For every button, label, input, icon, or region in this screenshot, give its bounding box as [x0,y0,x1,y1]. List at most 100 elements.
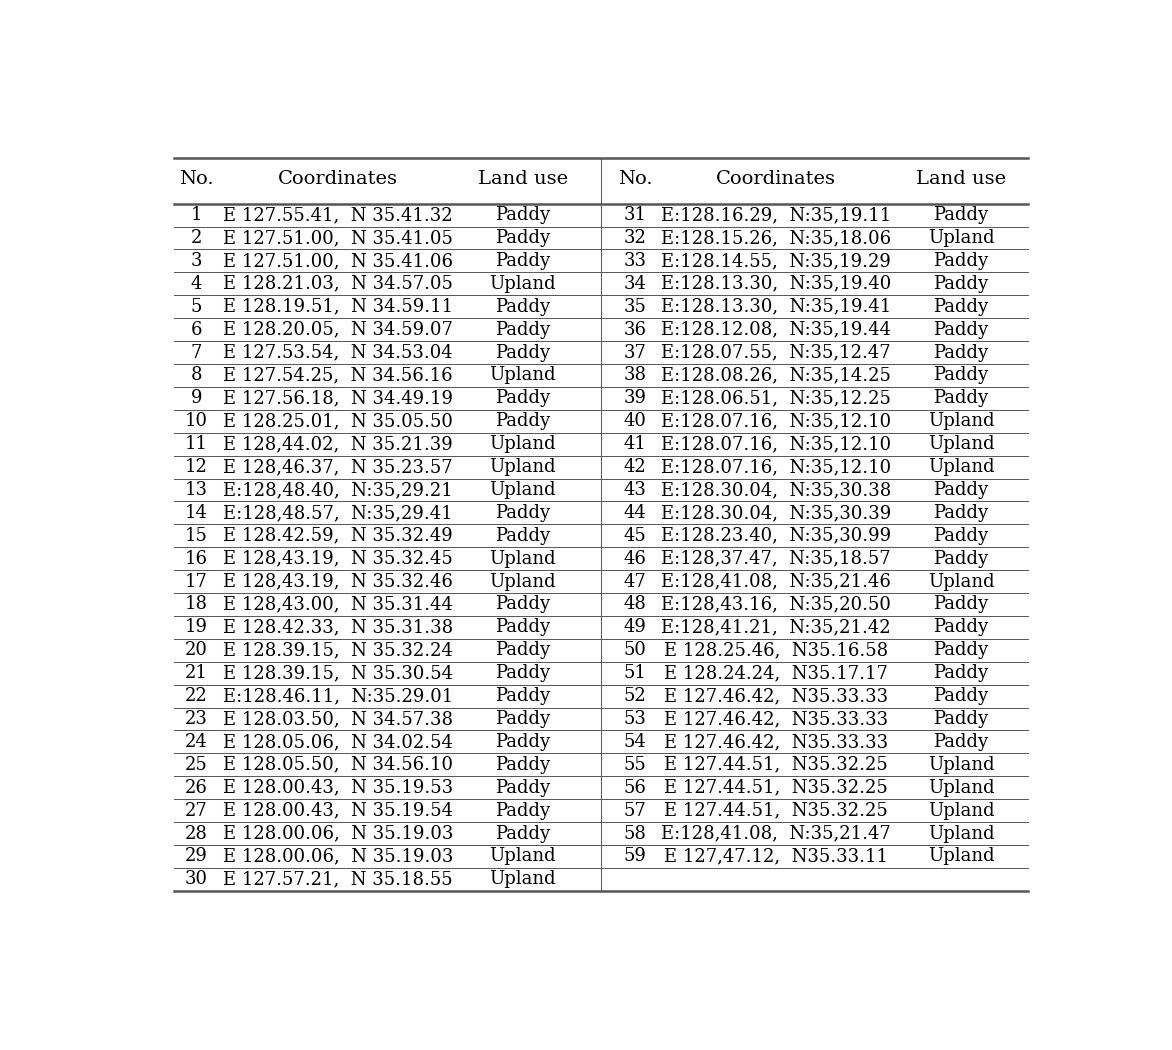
Text: Paddy: Paddy [496,413,551,430]
Text: E 128,44.02,  N 35.21.39: E 128,44.02, N 35.21.39 [223,435,452,454]
Text: 24: 24 [185,733,207,751]
Text: 44: 44 [624,504,646,522]
Text: Paddy: Paddy [934,390,989,407]
Text: E 128.00.43,  N 35.19.53: E 128.00.43, N 35.19.53 [223,779,452,797]
Text: 30: 30 [185,870,209,888]
Text: 54: 54 [624,733,646,751]
Text: E:128.13.30,  N:35,19.40: E:128.13.30, N:35,19.40 [661,275,891,293]
Text: E:128.30.04,  N:35,30.38: E:128.30.04, N:35,30.38 [661,481,891,499]
Text: E 128.21.03,  N 34.57.05: E 128.21.03, N 34.57.05 [223,275,452,293]
Text: E 127.46.42,  N35.33.33: E 127.46.42, N35.33.33 [665,733,888,751]
Text: 34: 34 [624,275,646,293]
Text: Paddy: Paddy [496,595,551,613]
Text: E 127.44.51,  N35.32.25: E 127.44.51, N35.32.25 [665,779,888,797]
Text: Paddy: Paddy [934,366,989,384]
Text: 58: 58 [624,824,646,842]
Text: Coordinates: Coordinates [716,170,836,188]
Text: 14: 14 [185,504,209,522]
Text: E 128,43.19,  N 35.32.46: E 128,43.19, N 35.32.46 [223,572,452,590]
Text: E:128.06.51,  N:35,12.25: E:128.06.51, N:35,12.25 [661,390,891,407]
Text: 15: 15 [185,527,209,545]
Text: Upland: Upland [928,801,994,820]
Text: Paddy: Paddy [496,687,551,706]
Text: 18: 18 [185,595,209,613]
Text: Paddy: Paddy [934,733,989,751]
Text: 57: 57 [624,801,646,820]
Text: E:128,48.40,  N:35,29.21: E:128,48.40, N:35,29.21 [223,481,452,499]
Text: Paddy: Paddy [496,642,551,659]
Text: Upland: Upland [928,847,994,865]
Text: Paddy: Paddy [496,252,551,270]
Text: Paddy: Paddy [496,527,551,545]
Text: 19: 19 [185,618,209,636]
Text: 13: 13 [185,481,209,499]
Text: 37: 37 [624,343,646,361]
Text: 3: 3 [191,252,203,270]
Text: Paddy: Paddy [496,733,551,751]
Text: 16: 16 [185,550,209,568]
Text: E 127.56.18,  N 34.49.19: E 127.56.18, N 34.49.19 [223,390,452,407]
Text: Paddy: Paddy [934,504,989,522]
Text: E 128.05.50,  N 34.56.10: E 128.05.50, N 34.56.10 [223,756,452,774]
Text: 59: 59 [624,847,646,865]
Text: 2: 2 [191,229,203,247]
Text: Paddy: Paddy [496,824,551,842]
Text: Paddy: Paddy [934,343,989,361]
Text: E 128.20.05,  N 34.59.07: E 128.20.05, N 34.59.07 [223,320,452,338]
Text: E:128,43.16,  N:35,20.50: E:128,43.16, N:35,20.50 [661,595,891,613]
Text: Paddy: Paddy [934,642,989,659]
Text: Paddy: Paddy [934,320,989,338]
Text: 21: 21 [185,665,209,682]
Text: Upland: Upland [928,458,994,476]
Text: 51: 51 [624,665,646,682]
Text: Upland: Upland [490,275,557,293]
Text: Paddy: Paddy [496,206,551,224]
Text: Paddy: Paddy [934,710,989,728]
Text: E:128.46.11,  N:35.29.01: E:128.46.11, N:35.29.01 [223,687,454,706]
Text: Paddy: Paddy [496,618,551,636]
Text: Paddy: Paddy [934,275,989,293]
Text: 12: 12 [185,458,209,476]
Text: 43: 43 [624,481,646,499]
Text: Paddy: Paddy [934,527,989,545]
Text: E 128.05.06,  N 34.02.54: E 128.05.06, N 34.02.54 [223,733,452,751]
Text: 49: 49 [624,618,646,636]
Text: E:128.07.16,  N:35,12.10: E:128.07.16, N:35,12.10 [661,413,891,430]
Text: Paddy: Paddy [496,710,551,728]
Text: E 128.00.06,  N 35.19.03: E 128.00.06, N 35.19.03 [223,847,454,865]
Text: E 127.51.00,  N 35.41.05: E 127.51.00, N 35.41.05 [223,229,452,247]
Text: 53: 53 [624,710,646,728]
Text: Paddy: Paddy [496,756,551,774]
Text: 36: 36 [624,320,647,338]
Text: Paddy: Paddy [496,390,551,407]
Text: Upland: Upland [490,550,557,568]
Text: Paddy: Paddy [934,298,989,316]
Text: E 127.46.42,  N35.33.33: E 127.46.42, N35.33.33 [665,710,888,728]
Text: Upland: Upland [490,870,557,888]
Text: Upland: Upland [928,435,994,454]
Text: E:128.07.16,  N:35,12.10: E:128.07.16, N:35,12.10 [661,458,891,476]
Text: E 128.19.51,  N 34.59.11: E 128.19.51, N 34.59.11 [223,298,452,316]
Text: E 128.03.50,  N 34.57.38: E 128.03.50, N 34.57.38 [223,710,452,728]
Text: 33: 33 [624,252,647,270]
Text: Paddy: Paddy [496,298,551,316]
Text: Paddy: Paddy [934,206,989,224]
Text: Upland: Upland [928,229,994,247]
Text: Paddy: Paddy [496,343,551,361]
Text: Paddy: Paddy [496,665,551,682]
Text: E 127.53.54,  N 34.53.04: E 127.53.54, N 34.53.04 [223,343,452,361]
Text: E:128,41.08,  N:35,21.46: E:128,41.08, N:35,21.46 [661,572,891,590]
Text: 55: 55 [624,756,646,774]
Text: Paddy: Paddy [934,550,989,568]
Text: 23: 23 [185,710,209,728]
Text: E:128.14.55,  N:35,19.29: E:128.14.55, N:35,19.29 [661,252,891,270]
Text: Upland: Upland [490,435,557,454]
Text: Paddy: Paddy [496,779,551,797]
Text: Paddy: Paddy [496,320,551,338]
Text: 6: 6 [191,320,203,338]
Text: 10: 10 [185,413,209,430]
Text: 42: 42 [624,458,646,476]
Text: 41: 41 [624,435,646,454]
Text: 47: 47 [624,572,646,590]
Text: Paddy: Paddy [496,229,551,247]
